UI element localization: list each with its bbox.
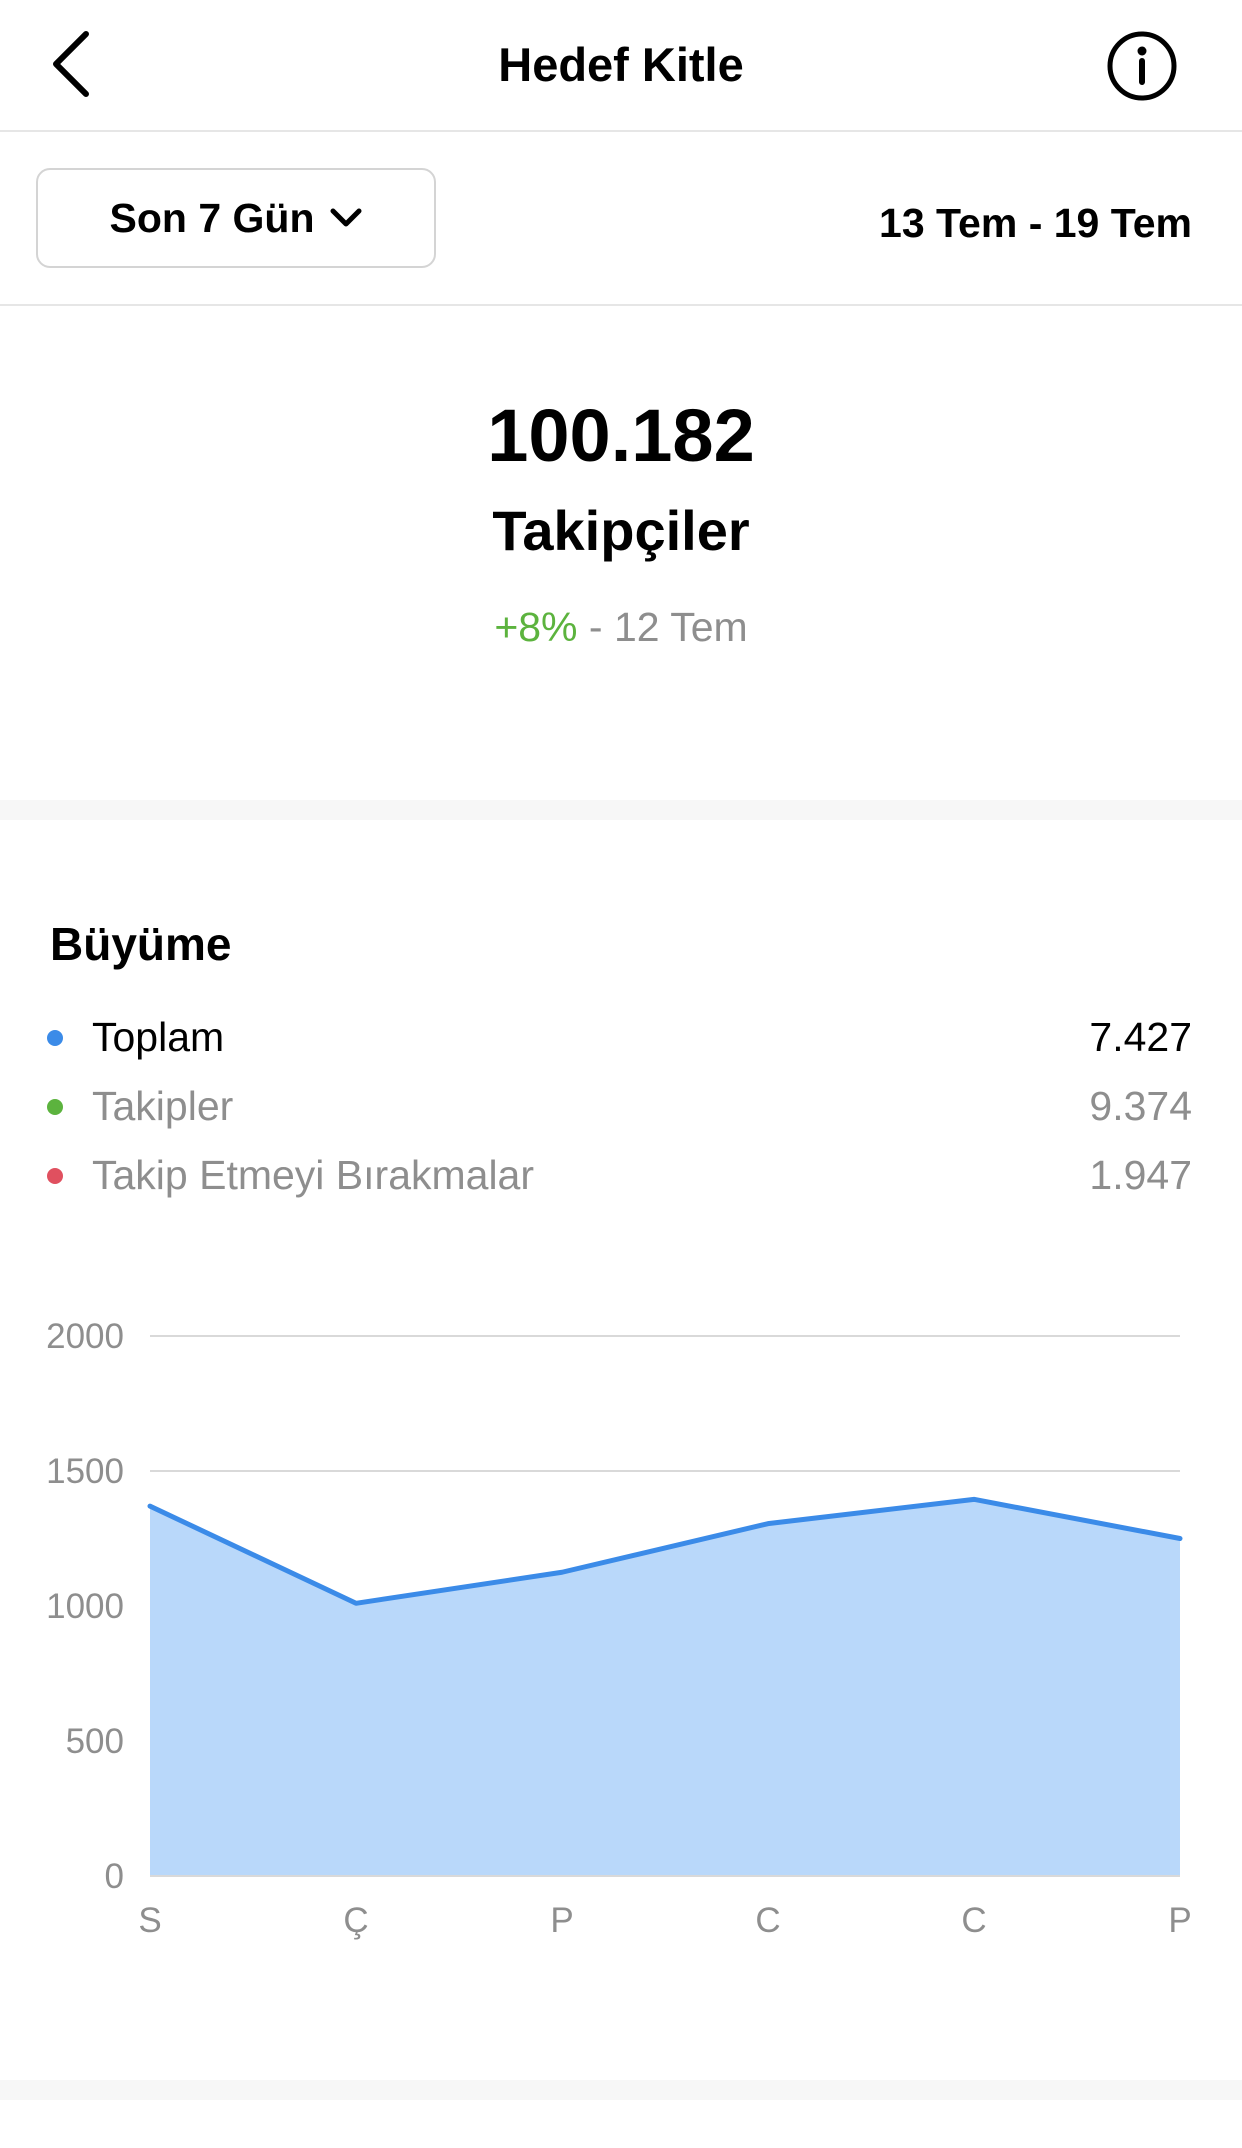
legend-dot-follows bbox=[47, 1099, 63, 1115]
y-tick-label-2000: 2000 bbox=[46, 1317, 124, 1356]
section-divider-bottom bbox=[0, 2080, 1242, 2100]
x-tick-label-4: C bbox=[961, 1901, 986, 1940]
legend-value-follows: 9.374 bbox=[1089, 1083, 1192, 1129]
series-line-toplam bbox=[147, 1496, 1183, 1606]
chevron-left-icon bbox=[53, 31, 89, 97]
page-title: Hedef Kitle bbox=[498, 38, 744, 91]
section-divider bbox=[0, 800, 1242, 820]
growth-title: Büyüme bbox=[50, 918, 232, 970]
legend-label-total: Toplam bbox=[92, 1014, 225, 1060]
x-tick-label-0: S bbox=[138, 1901, 161, 1940]
followers-summary: 100.182 Takipçiler +8% - 12 Tem bbox=[0, 306, 1242, 800]
back-button[interactable] bbox=[38, 24, 108, 104]
follower-change: +8% - 12 Tem bbox=[0, 602, 1242, 652]
legend-dot-total bbox=[47, 1030, 63, 1046]
chevron-down-icon bbox=[330, 208, 361, 227]
date-range: 13 Tem - 19 Tem bbox=[879, 200, 1192, 246]
follower-count: 100.182 bbox=[487, 394, 755, 477]
legend-label-follows: Takipler bbox=[92, 1083, 234, 1129]
growth-chart-svg: 0 500 1000 1500 2000 S Ç P C C P bbox=[46, 1317, 1192, 1940]
legend-label-unfollows: Takip Etmeyi Bırakmalar bbox=[92, 1152, 535, 1198]
y-tick-label-1500: 1500 bbox=[46, 1452, 124, 1491]
x-tick-label-3: C bbox=[755, 1901, 780, 1940]
x-tick-label-2: P bbox=[550, 1901, 573, 1940]
info-circle-icon bbox=[1107, 31, 1177, 101]
y-tick-label-0: 0 bbox=[105, 1857, 124, 1896]
legend-row-total: Toplam 7.427 bbox=[0, 1006, 1242, 1066]
top-nav-bar: Hedef Kitle bbox=[0, 0, 1242, 132]
legend-row-unfollows: Takip Etmeyi Bırakmalar 1.947 bbox=[0, 1144, 1242, 1204]
info-button[interactable] bbox=[1104, 28, 1180, 104]
period-bar: Son 7 Gün 13 Tem - 19 Tem bbox=[0, 132, 1242, 306]
period-dropdown[interactable]: Son 7 Gün bbox=[36, 168, 436, 268]
legend-value-total: 7.427 bbox=[1089, 1014, 1192, 1060]
y-tick-label-1000: 1000 bbox=[46, 1587, 124, 1626]
change-percent: +8% bbox=[494, 604, 578, 650]
series-area-toplam bbox=[150, 1499, 1180, 1876]
growth-chart: 0 500 1000 1500 2000 S Ç P C C P bbox=[0, 1290, 1242, 1970]
x-tick-label-5: P bbox=[1168, 1901, 1191, 1940]
x-tick-label-1: Ç bbox=[343, 1901, 368, 1940]
legend-row-follows: Takipler 9.374 bbox=[0, 1075, 1242, 1135]
follower-label: Takipçiler bbox=[492, 499, 750, 562]
legend-dot-unfollows bbox=[47, 1168, 63, 1184]
legend-value-unfollows: 1.947 bbox=[1089, 1152, 1192, 1198]
period-dropdown-label: Son 7 Gün bbox=[109, 194, 315, 241]
y-tick-label-500: 500 bbox=[66, 1722, 124, 1761]
change-date: - 12 Tem bbox=[577, 604, 748, 650]
